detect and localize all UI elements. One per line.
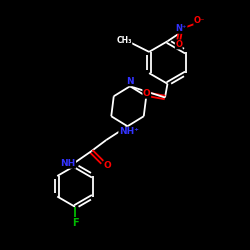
Text: CH₃: CH₃ [116,36,132,45]
Text: NH⁺: NH⁺ [119,127,139,136]
Text: O: O [143,89,151,98]
Text: F: F [72,218,78,228]
Text: N⁺: N⁺ [176,24,187,33]
Text: N: N [126,77,134,86]
Text: O: O [175,40,182,49]
Text: O⁻: O⁻ [194,16,205,25]
Text: O: O [104,161,112,170]
Text: NH: NH [60,159,76,168]
